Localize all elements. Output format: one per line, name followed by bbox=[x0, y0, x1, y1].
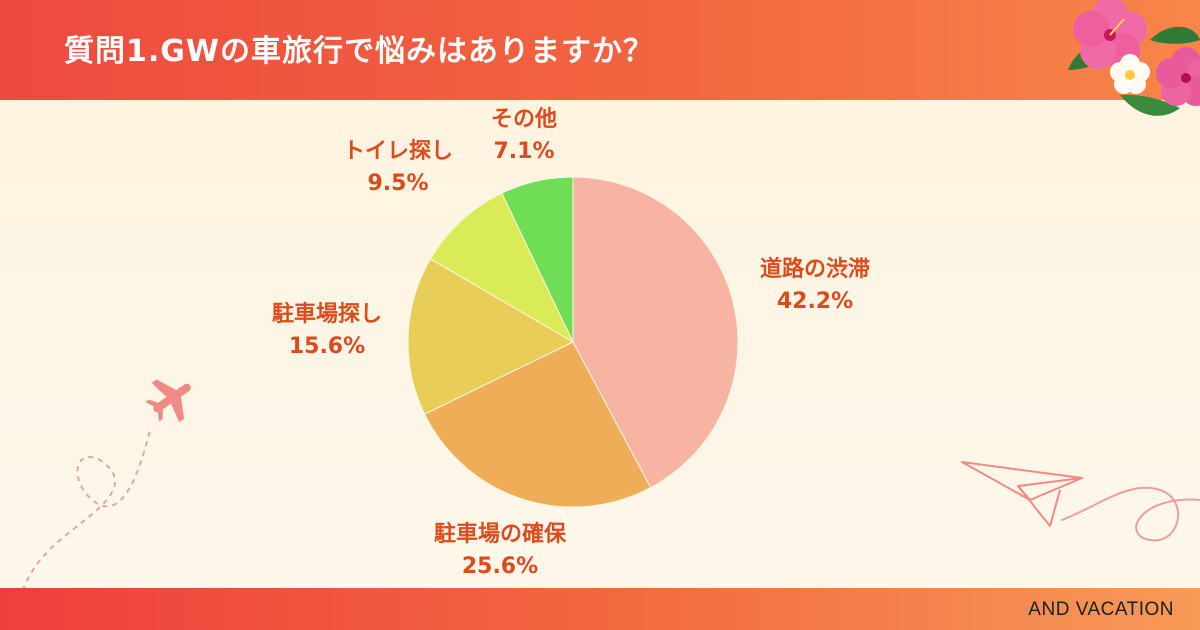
label-traffic-jam: 道路の渋滞 bbox=[760, 256, 870, 282]
pie-slice-toilet-search bbox=[429, 192, 575, 344]
label-parking-space: 駐車場の確保 bbox=[434, 521, 567, 547]
footer-banner: AND VACATION bbox=[0, 588, 1200, 630]
label-parking-search: 駐車場探し bbox=[272, 301, 382, 327]
header-banner: 質問1.GWの車旅行で悩みはありますか？ bbox=[0, 0, 1200, 100]
value-other: 7.1% bbox=[493, 139, 554, 164]
pie-slice-traffic-jam bbox=[572, 176, 739, 489]
value-traffic-jam: 42.2% bbox=[777, 289, 853, 314]
pie-slice-other bbox=[501, 176, 574, 343]
label-other: その他 bbox=[491, 107, 557, 132]
brand-name: AND VACATION bbox=[1028, 599, 1174, 620]
pie-slice-parking-space bbox=[423, 341, 652, 508]
pie-slice-parking-search bbox=[407, 258, 575, 415]
value-toilet-search: 9.5% bbox=[367, 171, 428, 196]
value-parking-search: 15.6% bbox=[289, 334, 365, 359]
value-parking-space: 25.6% bbox=[462, 554, 538, 579]
question-title: 質問1.GWの車旅行で悩みはありますか？ bbox=[64, 34, 654, 69]
label-toilet-search: トイレ探し bbox=[343, 138, 453, 164]
